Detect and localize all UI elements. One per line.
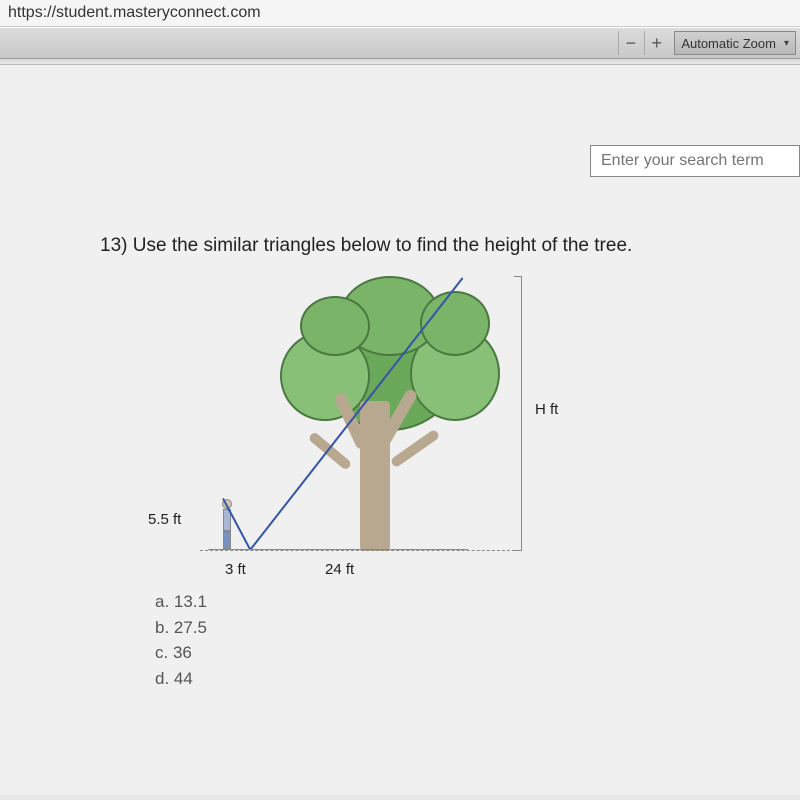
label-dist-small: 3 ft [225, 561, 246, 578]
answer-a[interactable]: a. 13.1 [155, 589, 760, 615]
ground-line [200, 549, 520, 551]
search-input[interactable] [590, 145, 800, 177]
answer-b[interactable]: b. 27.5 [155, 615, 760, 641]
answer-c[interactable]: c. 36 [155, 640, 760, 666]
answer-choices: a. 13.1 b. 27.5 c. 36 d. 44 [155, 589, 760, 691]
question-number: 13) [100, 235, 127, 256]
label-person-height: 5.5 ft [148, 511, 181, 528]
question-prompt: Use the similar triangles below to find … [133, 235, 633, 256]
answer-d[interactable]: d. 44 [155, 666, 760, 692]
question-text: 13) Use the similar triangles below to f… [100, 235, 760, 257]
zoom-out-button[interactable]: − [618, 31, 642, 55]
question-block: 13) Use the similar triangles below to f… [100, 235, 760, 691]
chevron-down-icon: ▾ [784, 38, 789, 49]
label-tree-height: H ft [535, 401, 558, 418]
diagram: 5.5 ft 3 ft 24 ft H ft [150, 271, 570, 581]
zoom-select-label: Automatic Zoom [681, 36, 776, 51]
zoom-in-button[interactable]: + [644, 31, 668, 55]
pdf-toolbar: − + Automatic Zoom ▾ [0, 27, 800, 59]
search-container [590, 145, 800, 177]
zoom-select[interactable]: Automatic Zoom ▾ [674, 31, 796, 55]
page-content: 13) Use the similar triangles below to f… [0, 65, 800, 795]
label-dist-large: 24 ft [325, 561, 354, 578]
tree-trunk [360, 401, 390, 551]
height-bracket [520, 276, 522, 551]
url-bar[interactable]: https://student.masteryconnect.com [0, 0, 800, 27]
